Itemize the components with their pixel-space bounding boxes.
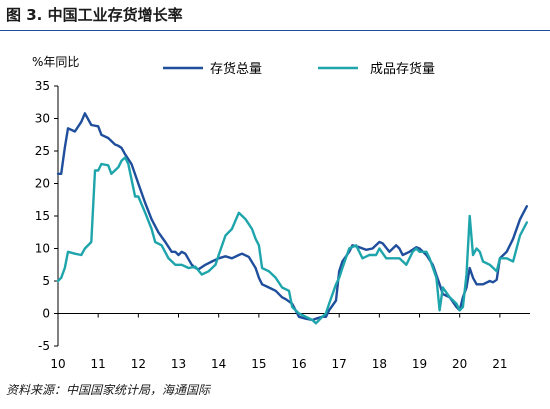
x-tick-label: 11 (91, 357, 106, 371)
x-tick-label: 18 (372, 357, 387, 371)
x-tick-label: 16 (291, 357, 306, 371)
chart-axes: -5 0 5 10 15 20 25 30 35 10 11 12 13 14 15 16 17 18 19 20 21 (35, 79, 530, 371)
x-tick-label: 13 (171, 357, 186, 371)
legend-label-2: 成品存货量 (370, 61, 435, 77)
y-tick-label: -5 (38, 339, 50, 353)
x-tick-label: 12 (131, 357, 146, 371)
x-tick-label: 14 (211, 357, 226, 371)
y-tick-label: 20 (35, 177, 50, 191)
x-tick-label: 19 (412, 357, 427, 371)
y-tick-label: 30 (35, 112, 50, 126)
y-axis-label: %年同比 (32, 55, 79, 69)
title-divider (0, 30, 550, 31)
x-tick-label: 20 (452, 357, 467, 371)
y-tick-label: 15 (35, 209, 50, 223)
y-tick-label: 35 (35, 79, 50, 93)
x-tick-label: 21 (492, 357, 507, 371)
figure-source: 资料来源：中国国家统计局，海通国际 (6, 383, 211, 397)
legend-label-1: 存货总量 (210, 61, 262, 77)
figure-title: 图 3. 中国工业存货增长率 (6, 6, 183, 24)
series-line-2 (56, 156, 528, 325)
x-tick-label: 10 (50, 357, 65, 371)
y-tick-label: 25 (35, 144, 50, 158)
x-tick-label: 15 (251, 357, 266, 371)
y-tick-label: 5 (42, 274, 50, 288)
series-line-1 (56, 112, 528, 322)
chart-legend: 存货总量 成品存货量 (163, 61, 435, 77)
y-tick-label: 0 (42, 307, 50, 321)
x-tick-label: 17 (332, 357, 347, 371)
chart-series-lines (56, 112, 528, 325)
y-tick-label: 10 (35, 242, 50, 256)
